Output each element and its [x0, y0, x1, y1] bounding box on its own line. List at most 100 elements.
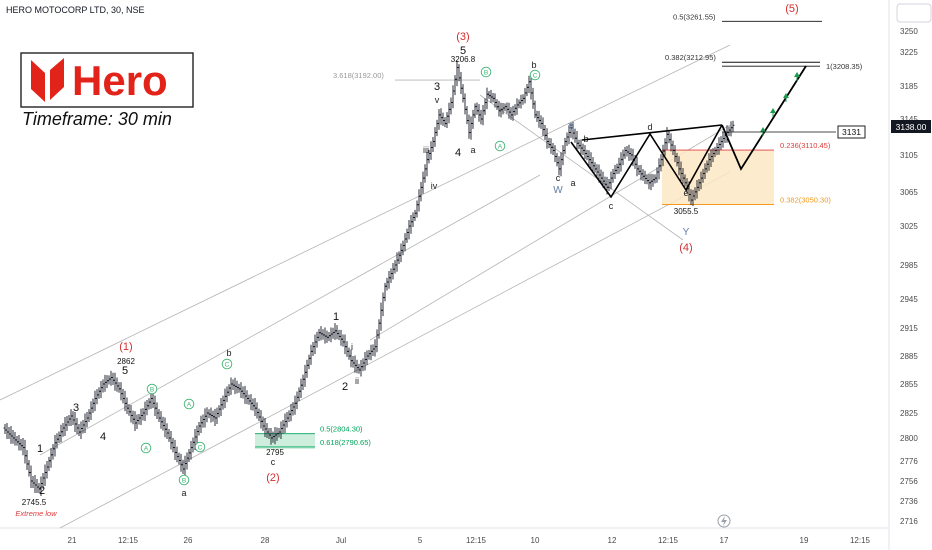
time-tick-label: 10: [531, 536, 540, 545]
hero-h-mark-left: [31, 60, 45, 102]
minor-wave-label: ii: [355, 376, 359, 386]
price-tick-label: 3145: [900, 115, 918, 124]
elliott-waves: 2745.5 2862 2795 3206.8 3055.5 Extreme low (1)…: [15, 3, 798, 518]
up-arrow-icon: [794, 72, 800, 77]
channel-line: [479, 94, 684, 241]
minor-wave-label: a: [181, 488, 186, 498]
intermediate-wave-label: 2: [39, 485, 45, 497]
intermediate-wave-label: 2: [342, 381, 348, 393]
price-tick-label: 3250: [900, 27, 918, 36]
projection-path: [570, 65, 836, 199]
price-tick-label: 3065: [900, 188, 918, 197]
forecast-path: [721, 65, 807, 171]
lightning-glyph: [721, 516, 727, 526]
wxy-wave-label: Y: [683, 227, 690, 238]
triangle-path: [570, 124, 723, 199]
time-tick-label: Jul: [336, 536, 346, 545]
minor-wave-label: b: [226, 348, 231, 358]
minor-wave-label: iv: [431, 181, 438, 191]
level-box-value: 3131: [842, 127, 861, 137]
minor-wave-label: c: [271, 457, 276, 467]
circled-wave-label: A: [498, 144, 503, 151]
time-tick-label: 26: [184, 536, 193, 545]
price-tick-label: 2716: [900, 517, 918, 526]
price-tick-label: 2885: [900, 352, 918, 361]
minor-wave-label: v: [435, 95, 440, 105]
wxy-wave-label: W: [553, 185, 563, 196]
price-axis: 3250 3225 3185 3145 3105 3065 3025 2985 2945 2915…: [900, 27, 918, 526]
fib-level-label: 0.382(3050.30): [780, 195, 831, 204]
fib-level-label: 0.382(3212.95): [665, 53, 716, 62]
minor-wave-label: a: [470, 145, 475, 155]
fib-zone-green: [255, 433, 315, 449]
fib-level-label: 0.5(2804.30): [320, 425, 363, 434]
candles: [3, 60, 735, 496]
price-tick-label: 2800: [900, 434, 918, 443]
fib-level-label: 0.5(3261.55): [673, 12, 716, 21]
hero-h-mark-right: [50, 58, 64, 100]
price-tick-label: 2736: [900, 497, 918, 506]
circled-wave-label: B: [484, 70, 488, 77]
price-tick-label: 3185: [900, 82, 918, 91]
circled-wave-label: C: [225, 362, 230, 369]
logo-frame: [20, 52, 194, 108]
time-tick-label: 5: [418, 536, 423, 545]
level-box: [837, 125, 866, 139]
price-annotation: 2745.5: [22, 498, 47, 507]
price-tick-label: 2855: [900, 380, 918, 389]
circled-wave-ring: [140, 442, 152, 454]
price-tick-label: 2776: [900, 457, 918, 466]
fibonacci-levels: 0.5(3261.55) 0.382(3212.95) 1(3208.35) 3.61…: [255, 12, 863, 449]
time-tick-label: 28: [261, 536, 270, 545]
intermediate-wave-label: 4: [455, 147, 461, 159]
circled-wave-label: B: [150, 387, 154, 394]
fib-level-label: 0.618(2790.65): [320, 438, 371, 447]
circled-wave-ring: [146, 383, 158, 395]
price-annotation: 3206.8: [451, 55, 476, 64]
minor-wave-label: c: [556, 173, 561, 183]
time-tick-label: 12:15: [658, 536, 679, 545]
circled-wave-ring: [221, 358, 233, 370]
time-tick-label: 12:15: [466, 536, 487, 545]
circled-wave-ring: [529, 69, 541, 81]
time-tick-label: 12: [608, 536, 617, 545]
primary-wave-label: (2): [266, 472, 279, 484]
intermediate-wave-label: 4: [100, 431, 106, 443]
fib-level-label: 1(3208.35): [826, 62, 863, 71]
minor-wave-label: iii: [423, 145, 429, 155]
minor-wave-label: e: [683, 188, 688, 198]
intermediate-wave-label: 5: [122, 365, 128, 377]
axis-settings-box[interactable]: [896, 3, 932, 23]
circled-wave-label: B: [182, 478, 186, 485]
up-arrow-icon: [770, 108, 776, 113]
intermediate-wave-label: 1: [37, 443, 43, 455]
circled-wave-ring: [194, 441, 206, 453]
primary-wave-label: (4): [679, 242, 692, 254]
intermediate-wave-label: 3: [434, 81, 440, 93]
minor-wave-label: i: [351, 342, 353, 352]
minor-wave-label: a: [570, 178, 575, 188]
circled-wave-ring: [183, 398, 195, 410]
price-tick-label: 2945: [900, 295, 918, 304]
price-tick-label: 3025: [900, 222, 918, 231]
circled-wave-label: C: [533, 73, 538, 80]
intermediate-wave-label: 5: [460, 45, 466, 57]
time-tick-label: 19: [800, 536, 809, 545]
time-axis: 21 12:15 26 28 Jul 5 12:15 10 12 12:15 17 19 12:15: [68, 536, 871, 545]
price-annotation: 3055.5: [674, 207, 699, 216]
circled-wave-label: A: [187, 402, 192, 409]
logo-text: Hero: [72, 57, 168, 104]
minor-wave-label: d: [647, 122, 652, 132]
circled-wave-label: C: [198, 445, 203, 452]
circled-wave-ring: [480, 66, 492, 78]
symbol-title: HERO MOTOCORP LTD, 30, NSE: [6, 5, 145, 15]
price-tick-label: 3105: [900, 151, 918, 160]
minor-wave-label: c: [609, 201, 614, 211]
channel-line: [39, 174, 541, 456]
time-tick-label: 17: [720, 536, 729, 545]
intermediate-wave-label: 3: [73, 402, 79, 414]
primary-wave-label: (3): [456, 31, 469, 43]
price-tick-label: 2825: [900, 409, 918, 418]
